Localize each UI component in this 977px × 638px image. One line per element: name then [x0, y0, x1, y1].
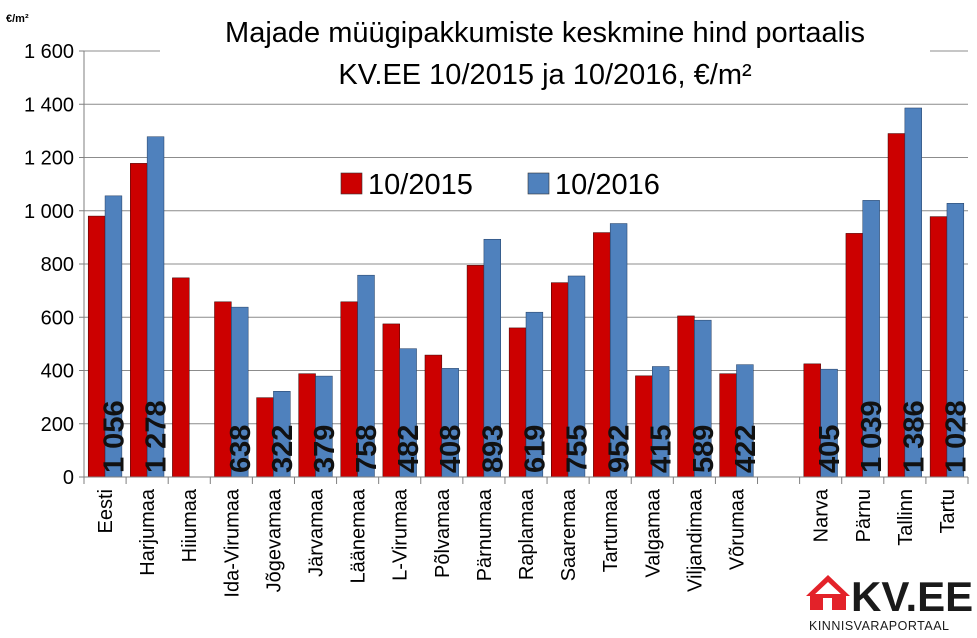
- x-tick-label: Läänemaa: [348, 488, 370, 583]
- y-tick-label: 1 000: [24, 201, 74, 223]
- data-label-2016: 405: [814, 425, 846, 473]
- y-tick-labels: 0 200 400 600 800 1 000 1 200 1 400 1 600: [24, 41, 74, 489]
- unit-label: €/m²: [6, 13, 29, 25]
- data-label-2016: 952: [604, 425, 636, 473]
- data-label-2016: 379: [309, 425, 341, 473]
- logo-tagline: KINNISVARAPORTAAL: [809, 619, 949, 633]
- data-labels: 1 056 1 278 638 322 379 758 482 408 893 619 755 952…: [98, 400, 972, 473]
- title-background: [160, 8, 930, 100]
- x-tick-label: Harjumaa: [137, 488, 159, 576]
- x-tick-label: Saaremaa: [558, 488, 580, 581]
- x-tick-label: Eesti: [95, 489, 117, 533]
- data-label-2016: 482: [393, 425, 425, 473]
- house-icon: [806, 575, 850, 610]
- chart-title-line-1: Majade müügipakkumiste keskmine hind por…: [225, 17, 865, 49]
- legend-label-2016: 10/2016: [555, 169, 660, 201]
- x-tick-label: Järvamaa: [306, 488, 328, 577]
- x-tick-label: Tallinn: [895, 489, 917, 546]
- x-tick-label: Jõgevamaa: [263, 488, 285, 592]
- data-label-2016: 415: [646, 425, 678, 473]
- x-tick-label: Võrumaa: [726, 488, 748, 570]
- y-tick-label: 800: [41, 254, 74, 276]
- y-tick-label: 600: [41, 307, 74, 329]
- legend-background: [334, 165, 666, 205]
- bars: [87, 107, 965, 478]
- x-tick-label: Tartumaa: [600, 488, 622, 572]
- y-tick-label: 1 600: [24, 41, 74, 63]
- x-tick-label: Hiiumaa: [179, 488, 201, 562]
- x-tick-labels: Eesti Harjumaa Hiiumaa Ida-Virumaa Jõgevamaa…: [95, 488, 959, 597]
- data-label-2016: 893: [477, 425, 509, 473]
- legend-swatch-2015: [340, 172, 363, 195]
- chart-title-line-2: KV.EE 10/2015 ja 10/2016, €/m²: [338, 59, 752, 91]
- x-tick-label: Viljandimaa: [684, 488, 706, 592]
- data-label-2016: 422: [730, 425, 762, 473]
- x-tick-label: Pärnumaa: [474, 488, 496, 581]
- data-label-2016: 1 386: [898, 400, 930, 473]
- logo-wordmark: KV.EE: [851, 573, 973, 620]
- x-tick-label: L-Virumaa: [390, 488, 412, 581]
- y-tick-label: 0: [63, 467, 74, 489]
- x-tick-label: Pärnu: [853, 489, 875, 542]
- kv-ee-logo: KV.EE KINNISVARAPORTAAL: [806, 573, 973, 633]
- y-tick-label: 1 400: [24, 94, 74, 116]
- axes: [79, 50, 969, 484]
- data-label-2016: 638: [225, 425, 257, 473]
- legend-label-2015: 10/2015: [368, 169, 473, 201]
- x-tick-label: Tartu: [937, 489, 959, 533]
- x-tick-label: Valgamaa: [642, 488, 664, 577]
- data-label-2016: 1 278: [141, 400, 173, 473]
- x-tick-label: Ida-Virumaa: [221, 488, 243, 597]
- data-label-2016: 758: [351, 425, 383, 473]
- legend-swatch-2016: [527, 172, 550, 195]
- x-tick-label: Narva: [811, 488, 833, 542]
- data-label-2016: 1 039: [856, 400, 888, 473]
- data-label-2016: 322: [267, 425, 299, 473]
- y-tick-label: 1 200: [24, 148, 74, 170]
- legend: 10/2015 10/2016: [334, 165, 666, 205]
- y-tick-label: 400: [41, 361, 74, 383]
- x-tick-label: Raplamaa: [516, 488, 538, 580]
- data-label-2016: 1 028: [940, 400, 972, 473]
- y-tick-label: 200: [41, 414, 74, 436]
- bar-2015: [172, 277, 190, 478]
- data-label-2016: 1 056: [98, 400, 130, 473]
- x-tick-label: Põlvamaa: [432, 488, 454, 578]
- data-label-2016: 408: [435, 425, 467, 473]
- data-label-2016: 619: [519, 425, 551, 473]
- data-label-2016: 589: [688, 425, 720, 473]
- data-label-2016: 755: [562, 425, 594, 473]
